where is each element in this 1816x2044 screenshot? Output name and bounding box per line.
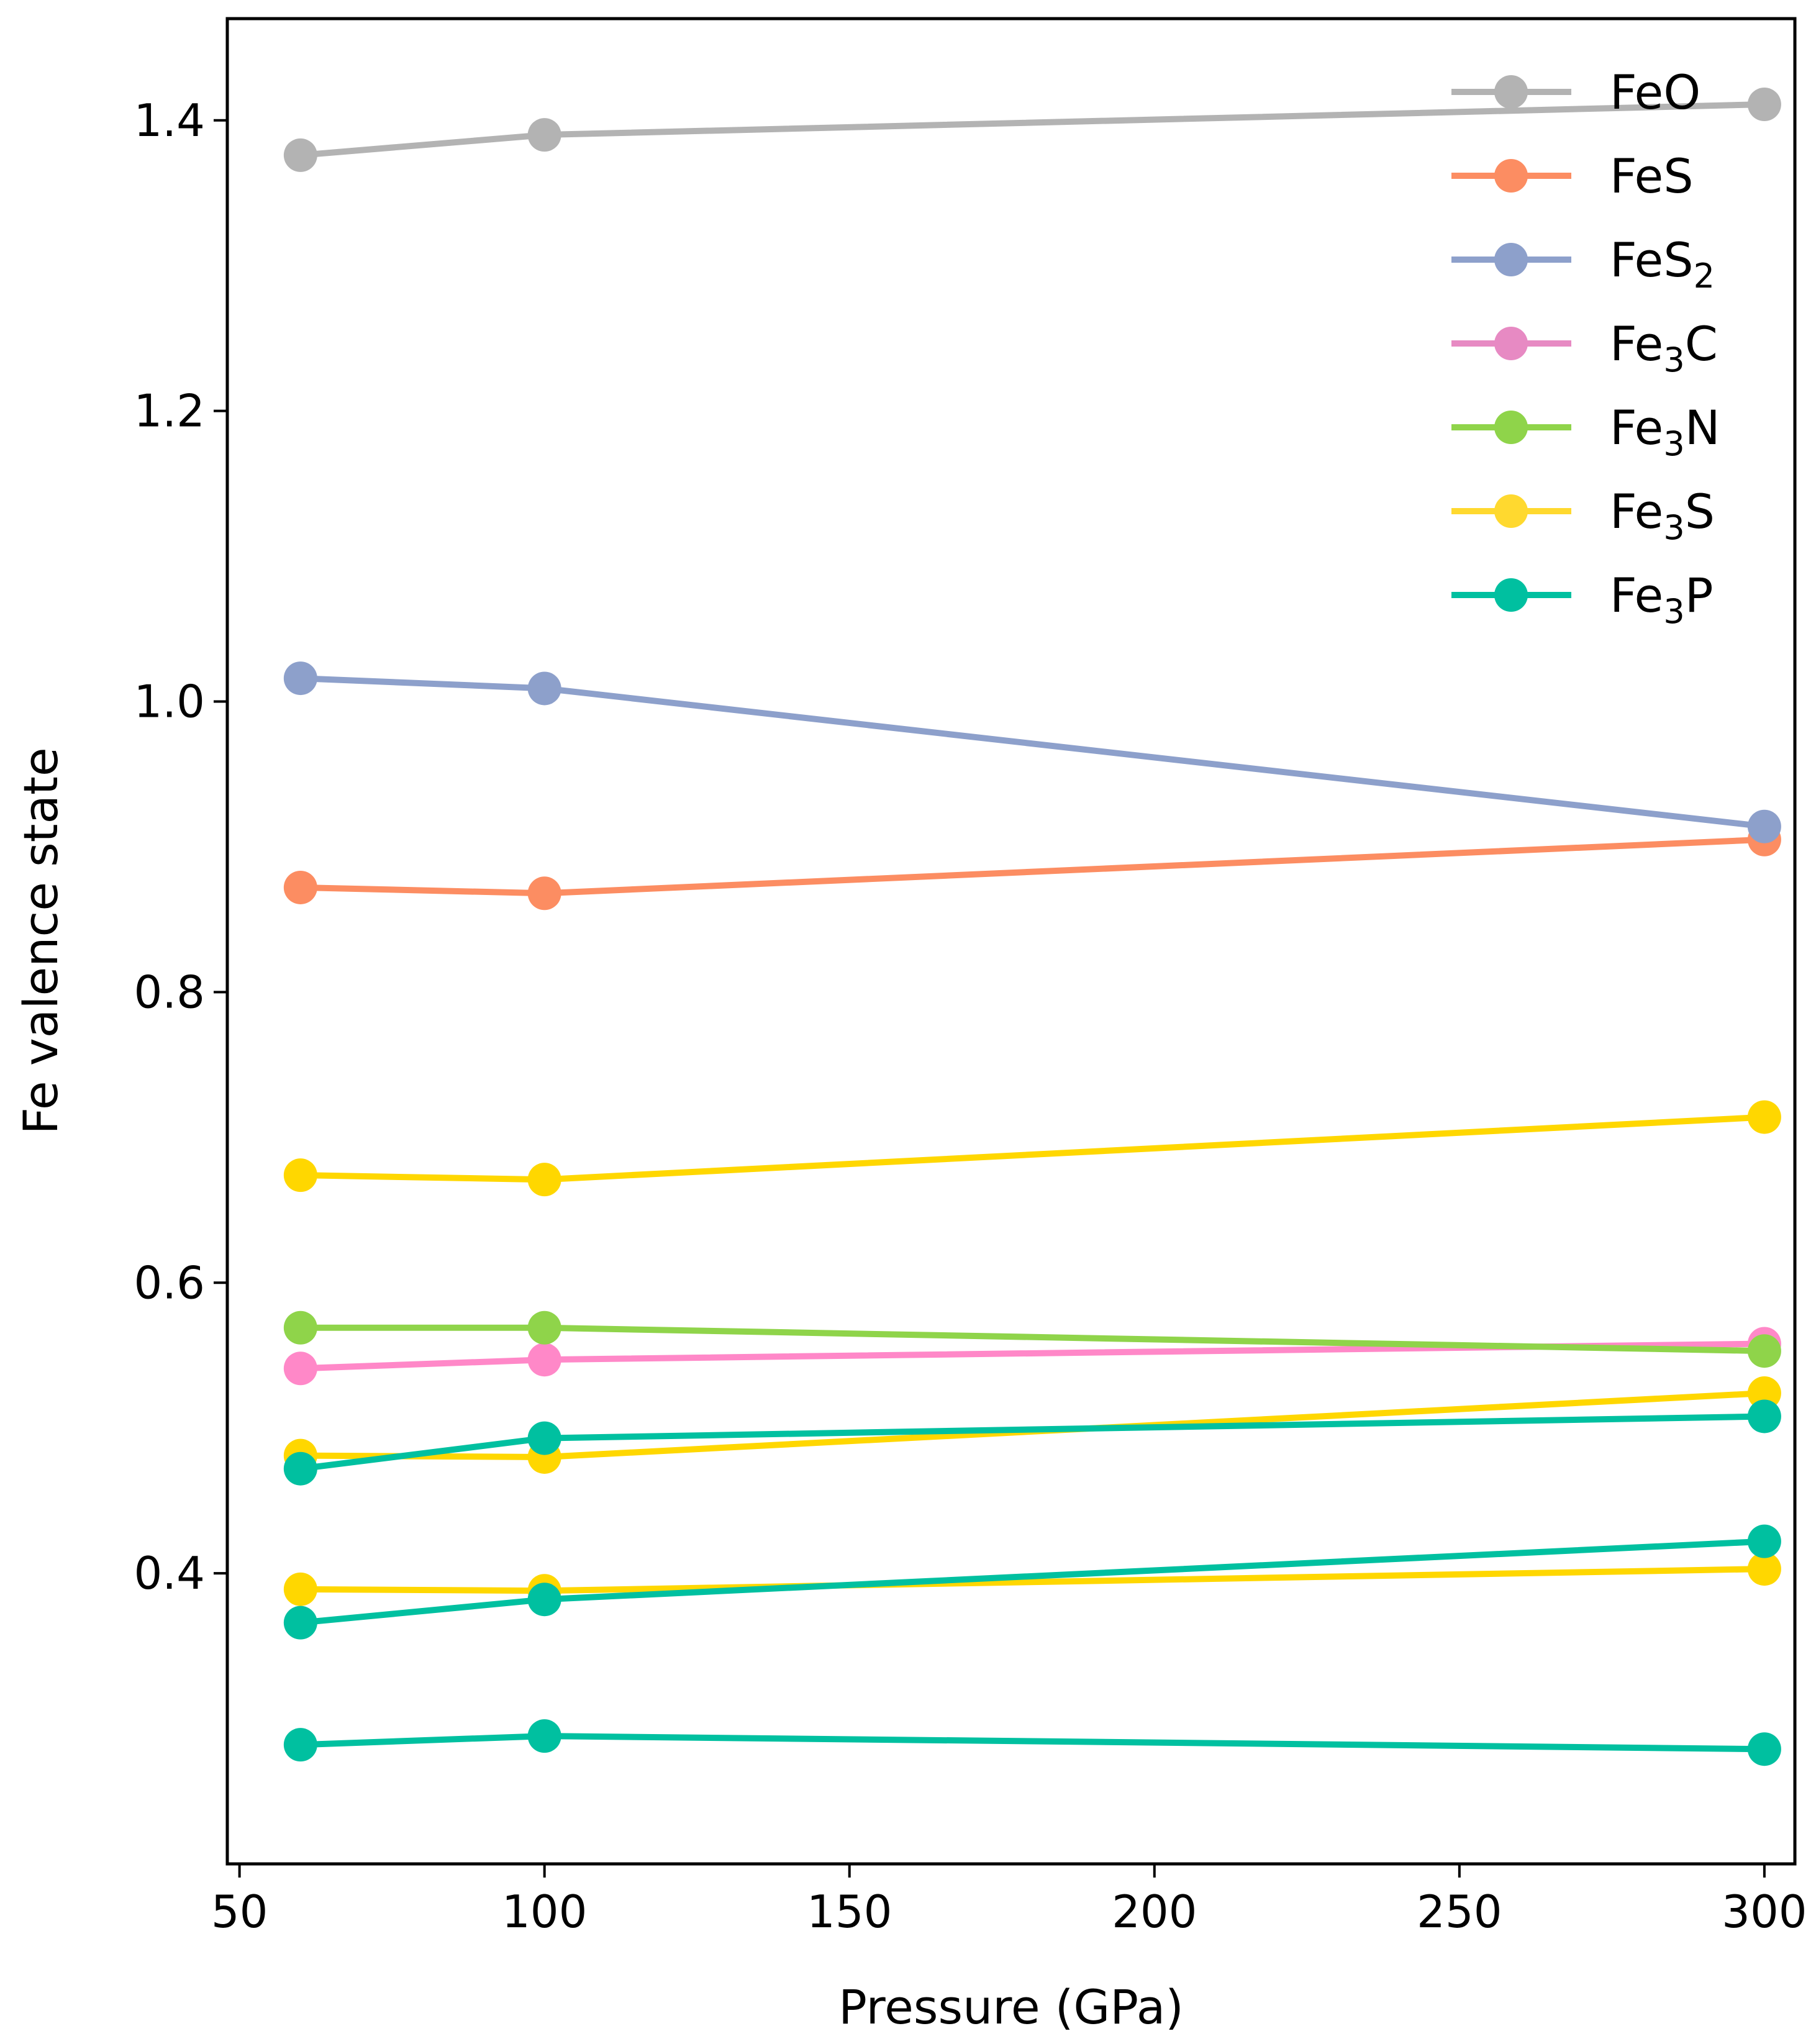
- series-layer: [283, 88, 1781, 1766]
- y-tick-label: 1.4: [134, 94, 205, 147]
- legend-item: Fe3C: [1451, 316, 1718, 379]
- plot-frame: [225, 17, 1797, 1866]
- legend-label: Fe3C: [1610, 316, 1718, 379]
- y-tick-label: 0.8: [134, 966, 205, 1018]
- x-tick-label: 200: [1112, 1886, 1197, 1938]
- data-point: [1747, 1399, 1781, 1433]
- data-point: [1747, 1524, 1781, 1558]
- x-tick-label: 300: [1722, 1886, 1807, 1938]
- legend-label-base: Fe: [1610, 484, 1663, 539]
- legend-marker: [1494, 327, 1528, 360]
- legend-label-base: Fe: [1610, 568, 1663, 623]
- data-point: [283, 1351, 317, 1386]
- data-point: [283, 1606, 317, 1640]
- data-point: [283, 1310, 317, 1345]
- legend-label-tail: N: [1685, 400, 1720, 455]
- data-point: [1747, 1376, 1781, 1410]
- series-fe3n: [283, 1310, 1781, 1368]
- legend-label-tail: C: [1685, 316, 1718, 371]
- legend-label-subscript: 3: [1663, 340, 1684, 379]
- data-point: [527, 1719, 561, 1753]
- data-point: [527, 876, 561, 911]
- x-tick-label: 250: [1417, 1886, 1502, 1938]
- data-point: [1747, 1100, 1781, 1134]
- data-point: [527, 1583, 561, 1617]
- x-axis: 50 100 150 200 250 300: [211, 1864, 1807, 1938]
- data-point: [527, 1163, 561, 1197]
- legend-label-base: Fe: [1610, 400, 1663, 455]
- data-point: [283, 1572, 317, 1606]
- series-fes2: [283, 661, 1781, 843]
- legend-label: Fe3N: [1610, 400, 1720, 463]
- legend-item: Fe3P: [1451, 568, 1714, 631]
- legend-marker: [1494, 494, 1528, 528]
- legend-label-base: Fe: [1610, 316, 1663, 371]
- legend-label: FeS: [1610, 148, 1694, 204]
- legend-label-base: FeS: [1610, 232, 1694, 288]
- data-point: [527, 1310, 561, 1345]
- data-point: [283, 1728, 317, 1762]
- data-point: [1747, 88, 1781, 122]
- data-point: [283, 138, 317, 172]
- legend-label-base: FeO: [1610, 65, 1700, 120]
- y-tick-label: 0.4: [134, 1547, 205, 1599]
- data-point: [527, 118, 561, 152]
- legend-label-subscript: 3: [1663, 592, 1684, 631]
- legend-label: FeS2: [1610, 232, 1715, 296]
- legend-marker: [1494, 159, 1528, 193]
- legend-item: Fe3N: [1451, 400, 1720, 463]
- x-tick-label: 100: [502, 1886, 587, 1938]
- legend-marker: [1494, 411, 1528, 444]
- data-point: [283, 1451, 317, 1486]
- plot-area: [227, 19, 1795, 1864]
- data-point: [1747, 809, 1781, 843]
- x-axis-label: Pressure (GPa): [838, 1979, 1184, 2035]
- legend-marker: [1494, 75, 1528, 109]
- series-feo: [283, 88, 1781, 172]
- data-point: [527, 1343, 561, 1377]
- data-point: [527, 671, 561, 706]
- legend-label-subscript: 2: [1694, 257, 1715, 296]
- legend-item: FeO: [1451, 65, 1700, 120]
- legend-item: FeS: [1451, 148, 1694, 204]
- legend-label-subscript: 3: [1663, 508, 1684, 547]
- legend-marker: [1494, 578, 1528, 612]
- data-point: [283, 870, 317, 904]
- x-tick-label: 150: [807, 1886, 892, 1938]
- data-point: [283, 1158, 317, 1192]
- series-fe3p-site-2-: [283, 1524, 1781, 1640]
- legend-label-base: FeS: [1610, 148, 1694, 204]
- series-fe3c: [283, 1327, 1781, 1386]
- legend-label-tail: S: [1685, 484, 1715, 539]
- legend-item: Fe3S: [1451, 484, 1715, 547]
- series-fe3s-site-1-: [283, 1100, 1781, 1197]
- data-point: [1747, 1732, 1781, 1766]
- y-tick-label: 1.2: [134, 385, 205, 437]
- legend-label: Fe3P: [1610, 568, 1714, 631]
- legend-marker: [1494, 243, 1528, 276]
- legend-label: FeO: [1610, 65, 1700, 120]
- data-point: [527, 1421, 561, 1455]
- y-axis-label: Fe valence state: [13, 747, 68, 1134]
- y-tick-label: 0.6: [134, 1256, 205, 1309]
- legend-item: FeS2: [1451, 232, 1715, 296]
- data-point: [1747, 1552, 1781, 1586]
- data-point: [283, 661, 317, 696]
- series-fe3p-site-3-: [283, 1719, 1781, 1766]
- series-fe3p-site-1-: [283, 1399, 1781, 1486]
- legend-label-subscript: 3: [1663, 424, 1684, 463]
- y-axis: 0.4 0.6 0.8 1.0 1.2 1.4: [134, 94, 227, 1599]
- x-tick-label: 50: [211, 1886, 268, 1938]
- legend-label-tail: P: [1685, 568, 1714, 623]
- data-point: [1747, 1334, 1781, 1368]
- legend-label: Fe3S: [1610, 484, 1715, 547]
- y-tick-label: 1.0: [134, 676, 205, 728]
